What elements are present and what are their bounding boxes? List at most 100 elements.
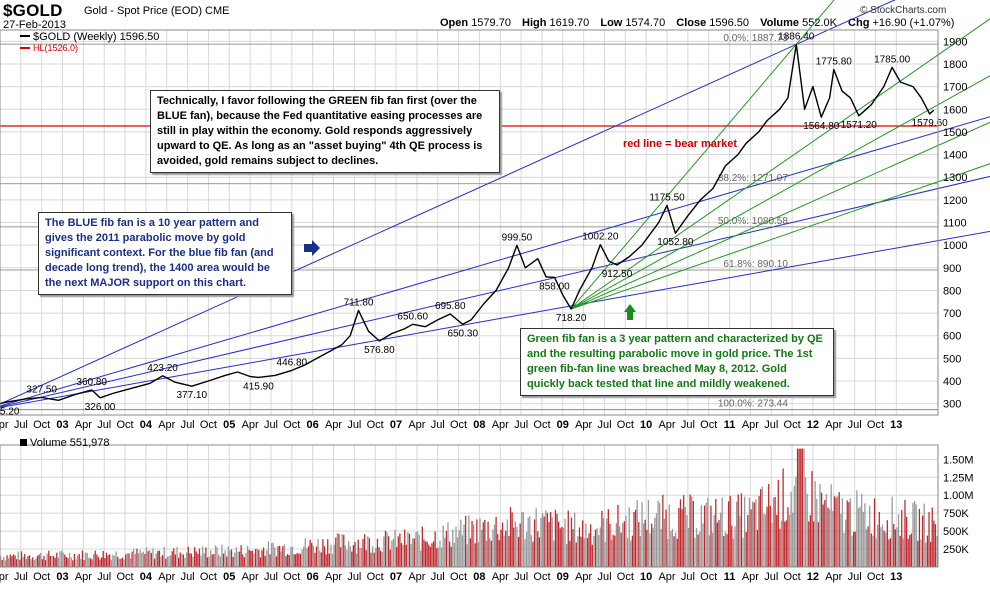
- volume-bar: [774, 497, 776, 567]
- volume-bar: [131, 551, 133, 567]
- volume-bar: [639, 536, 642, 567]
- volume-bar: [881, 524, 884, 567]
- volume-bar: [877, 524, 879, 567]
- volume-bar: [192, 557, 194, 567]
- volume-bar: [187, 546, 189, 567]
- volume-bar: [763, 513, 765, 567]
- volume-bar: [574, 512, 576, 567]
- volume-bar: [280, 551, 282, 567]
- volume-bar: [843, 532, 845, 567]
- volume-bar: [753, 502, 755, 567]
- volume-bar: [503, 535, 505, 567]
- volume-bar: [182, 554, 185, 567]
- time-tick-label: Apr: [325, 419, 342, 431]
- volume-bar: [731, 525, 733, 567]
- volume-bar: [101, 557, 103, 567]
- time-tick-label: Oct: [533, 419, 550, 431]
- time-tick-label: Oct: [33, 571, 50, 583]
- volume-bar: [833, 496, 836, 567]
- volume-bar: [588, 533, 590, 567]
- volume-bar: [848, 502, 850, 567]
- time-tick-label: Oct: [784, 419, 801, 431]
- volume-bar: [123, 559, 125, 567]
- volume-bar: [408, 533, 411, 567]
- volume-bar: [681, 509, 683, 567]
- volume-bar: [737, 494, 739, 567]
- volume-bar: [450, 546, 452, 567]
- volume-bar: [256, 548, 258, 567]
- time-tick-label: Jul: [681, 419, 695, 431]
- volume-bar: [734, 526, 736, 567]
- volume-bar: [38, 554, 40, 567]
- volume-bar: [157, 550, 159, 567]
- volume-bar: [598, 535, 600, 567]
- price-point-label: 305.20: [0, 406, 20, 417]
- volume-bar: [397, 536, 399, 567]
- volume-bar: [599, 527, 601, 567]
- volume-bar: [30, 559, 32, 567]
- volume-bar: [785, 520, 787, 567]
- volume-bar: [52, 555, 55, 567]
- volume-bar: [715, 498, 717, 567]
- volume-bar: [464, 516, 467, 567]
- time-tick-label: Oct: [283, 419, 300, 431]
- volume-bar: [865, 529, 868, 567]
- volume-bar: [527, 517, 529, 567]
- volume-bar: [838, 492, 840, 567]
- volume-bar: [22, 556, 24, 567]
- price-point-label: 650.30: [447, 328, 478, 339]
- volume-bar: [513, 527, 515, 567]
- volume-bar: [784, 521, 786, 567]
- volume-bar: [562, 527, 565, 567]
- volume-bar: [814, 481, 816, 567]
- volume-bar: [141, 552, 143, 567]
- volume-bar: [155, 553, 157, 567]
- time-tick-label: 03: [56, 419, 68, 431]
- volume-bar: [618, 526, 621, 567]
- volume-bar: [277, 546, 279, 567]
- volume-bar: [150, 553, 152, 567]
- volume-bar: [163, 546, 165, 567]
- volume-bar: [205, 547, 207, 567]
- volume-bar: [357, 539, 359, 567]
- volume-bar: [238, 551, 241, 567]
- volume-bar: [522, 512, 524, 567]
- volume-bar: [861, 493, 863, 567]
- volume-bar: [727, 501, 730, 567]
- fan-line: [570, 0, 835, 310]
- volume-bar: [559, 528, 561, 567]
- volume-bar: [396, 547, 398, 567]
- volume-bar: [662, 494, 664, 567]
- time-tick-label: Apr: [75, 571, 92, 583]
- copyright[interactable]: © StockCharts.com: [860, 5, 947, 16]
- volume-bar: [35, 558, 37, 567]
- price-point-label: 1775.80: [816, 56, 853, 67]
- price-panel-frame: [0, 29, 939, 416]
- volume-bar: [362, 539, 364, 567]
- time-tick-label: Jul: [848, 419, 862, 431]
- volume-bar: [440, 547, 443, 567]
- time-tick-label: Jul: [681, 571, 695, 583]
- volume-bar: [841, 498, 844, 567]
- volume-bar: [482, 522, 484, 567]
- volume-bar: [36, 555, 39, 567]
- volume-bar: [578, 527, 581, 567]
- volume-bar: [570, 517, 573, 567]
- volume-bar: [285, 556, 287, 567]
- volume-bar: [237, 551, 239, 567]
- price-series: [0, 43, 935, 405]
- volume-bar: [290, 547, 292, 567]
- time-tick-label: Apr: [158, 571, 175, 583]
- volume-bar: [758, 496, 760, 567]
- volume-bar: [686, 515, 688, 567]
- volume-bar: [80, 559, 82, 567]
- volume-bar: [405, 544, 407, 567]
- volume-value: 552.0K: [802, 17, 837, 29]
- volume-bar: [463, 524, 465, 567]
- volume-bar: [160, 556, 162, 567]
- fib-retracement-label: 0.0%: 1887.73: [723, 33, 788, 44]
- volume-bar: [158, 550, 161, 567]
- volume-bar: [739, 516, 741, 567]
- volume-bar: [623, 521, 626, 567]
